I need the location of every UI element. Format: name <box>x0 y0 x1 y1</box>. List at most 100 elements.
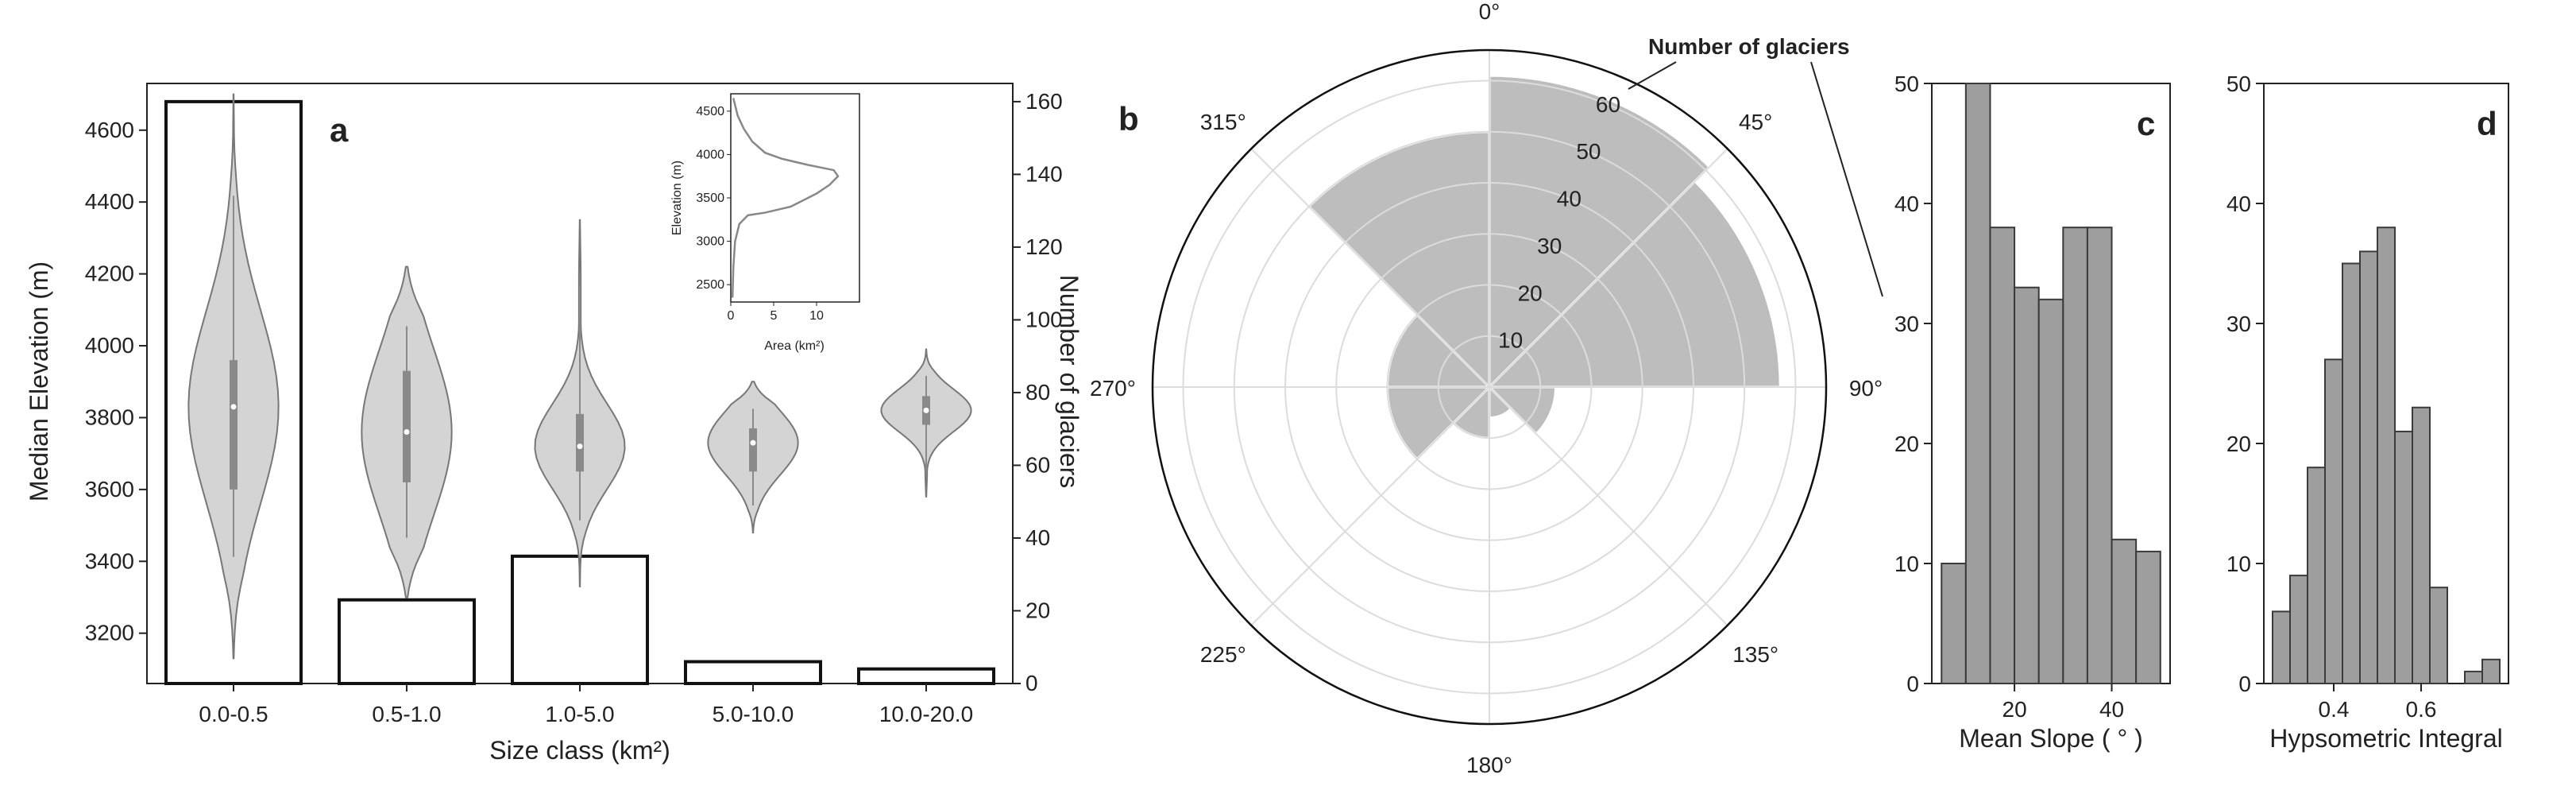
size-class-label: 0.5-1.0 <box>372 702 441 726</box>
histogram-bar <box>2481 658 2501 684</box>
ytick-label: 40 <box>1894 192 1919 216</box>
right-ytick-label: 120 <box>1025 234 1063 259</box>
panel-c-chart: 0 10 20 30 40 50 20 40 c Mean Slope ( ° ) <box>1894 72 2171 753</box>
aspect-sector <box>1486 179 1782 389</box>
histogram-bar <box>1941 563 1967 684</box>
right-ytick-label: 100 <box>1025 307 1063 331</box>
size-class-bar <box>337 598 477 685</box>
panel-d-xlabel: Hypsometric Integral <box>2269 724 2502 753</box>
panel-a-letter: a <box>330 111 349 149</box>
aspect-sector <box>1488 74 1712 390</box>
ytick-label: 50 <box>2226 72 2251 96</box>
histogram-bar <box>2272 610 2291 685</box>
angle-label: 90° <box>1849 376 1883 401</box>
radial-tick-label: 50 <box>1576 139 1601 164</box>
inset-xtick-label: 10 <box>809 309 824 323</box>
inset-xtick-label: 5 <box>770 309 778 323</box>
angle-label: 180° <box>1466 753 1512 777</box>
inset-xtick-label: 0 <box>728 309 735 323</box>
angle-label: 270° <box>1090 376 1136 401</box>
radial-tick-label: 40 <box>1557 187 1582 211</box>
panel-a-left-ylabel: Median Elevation (m) <box>25 261 53 501</box>
left-ytick-label: 3600 <box>85 477 134 501</box>
panel-a-xlabel: Size class (km²) <box>489 736 670 765</box>
angle-label: 45° <box>1739 110 1772 134</box>
radial-tick-label: 60 <box>1596 92 1620 117</box>
panel-c-letter: c <box>2137 105 2155 142</box>
violin-median-dot <box>577 443 583 450</box>
angular-gridline <box>1489 148 1728 388</box>
left-ytick-label: 3400 <box>85 548 134 573</box>
angle-label: 315° <box>1200 110 1246 134</box>
ytick-label: 20 <box>1894 432 1919 456</box>
histogram-bar <box>2086 227 2113 684</box>
inset-ylabel: Elevation (m) <box>670 161 684 235</box>
right-ytick-label: 160 <box>1025 89 1063 114</box>
right-ytick-label: 20 <box>1025 598 1050 622</box>
size-class-label: 10.0-20.0 <box>879 702 973 726</box>
right-ytick-label: 140 <box>1025 161 1063 186</box>
histogram-bar <box>2342 262 2361 684</box>
size-class-label: 5.0-10.0 <box>713 702 794 726</box>
histogram-bar <box>2062 227 2088 684</box>
panel-c-xlabel: Mean Slope ( ° ) <box>1959 724 2143 753</box>
inset-ytick-label: 2500 <box>696 278 724 292</box>
right-ytick-label: 60 <box>1025 452 1050 477</box>
left-ytick-label: 4200 <box>85 261 134 286</box>
histogram-bar <box>2394 430 2413 685</box>
panel-b-callout-line-right <box>1810 61 1883 297</box>
inset-ytick-label: 3500 <box>696 192 724 205</box>
radial-tick-label: 20 <box>1518 281 1543 305</box>
left-ytick-label: 4600 <box>85 118 134 142</box>
histogram-bar <box>2135 550 2161 685</box>
left-ytick-label: 3800 <box>85 405 134 429</box>
size-class-bar <box>683 660 823 686</box>
radial-tick-label: 30 <box>1537 234 1562 258</box>
left-ytick-label: 4400 <box>85 189 134 214</box>
histogram-bar <box>2464 670 2483 685</box>
panel-d-letter: d <box>2477 105 2497 142</box>
inset-ytick-label: 3000 <box>696 235 724 249</box>
histogram-bar <box>2307 467 2326 684</box>
violin-median-dot <box>750 440 756 446</box>
histogram-bar <box>1989 227 2016 684</box>
panel-b-radial-label: Number of glaciers <box>1648 34 1850 59</box>
inset-hypsometry-line <box>731 98 840 298</box>
angle-label: 225° <box>1200 642 1246 667</box>
ytick-label: 20 <box>2226 432 2251 456</box>
histogram-bar <box>1964 83 1991 684</box>
histogram-bar <box>2037 298 2064 684</box>
angular-gridline <box>1250 386 1490 626</box>
ytick-label: 10 <box>2226 552 2251 576</box>
violin-median-dot <box>923 407 929 413</box>
right-ytick-label: 40 <box>1025 525 1050 550</box>
histogram-bar <box>2359 250 2378 684</box>
histogram-bar <box>2324 358 2343 684</box>
radial-tick-label: 10 <box>1498 328 1523 353</box>
histogram-bar <box>2111 538 2138 684</box>
xtick-label: 20 <box>2002 697 2027 722</box>
ytick-label: 30 <box>1894 312 1919 336</box>
right-ytick-label: 0 <box>1025 671 1038 695</box>
violin-median-dot <box>230 404 237 410</box>
inset-ytick-label: 4000 <box>696 148 724 161</box>
violin-median-dot <box>404 429 410 436</box>
ytick-label: 0 <box>1906 672 1919 696</box>
size-class-label: 0.0-0.5 <box>199 702 268 726</box>
left-ytick-label: 3200 <box>85 621 134 645</box>
panel-b-letter: b <box>1118 100 1139 137</box>
histogram-bar <box>2014 286 2040 684</box>
histogram-bar <box>2429 587 2448 685</box>
inset-xlabel: Area (km²) <box>764 339 825 353</box>
right-ytick-label: 80 <box>1025 380 1050 405</box>
xtick-label: 40 <box>2099 697 2124 722</box>
angle-label: 0° <box>1479 0 1500 24</box>
panel-b-callout-line-left <box>1628 61 1677 90</box>
left-ytick-label: 4000 <box>85 333 134 358</box>
size-class-bar <box>856 667 996 685</box>
histogram-bar <box>2412 406 2431 684</box>
inset-frame <box>730 93 860 303</box>
ytick-label: 50 <box>1894 72 1919 96</box>
ytick-label: 0 <box>2238 672 2251 696</box>
panel-a-chart: 3200 3400 3600 3800 4000 4200 4400 4600 0 20 40 60… <box>25 83 1083 765</box>
